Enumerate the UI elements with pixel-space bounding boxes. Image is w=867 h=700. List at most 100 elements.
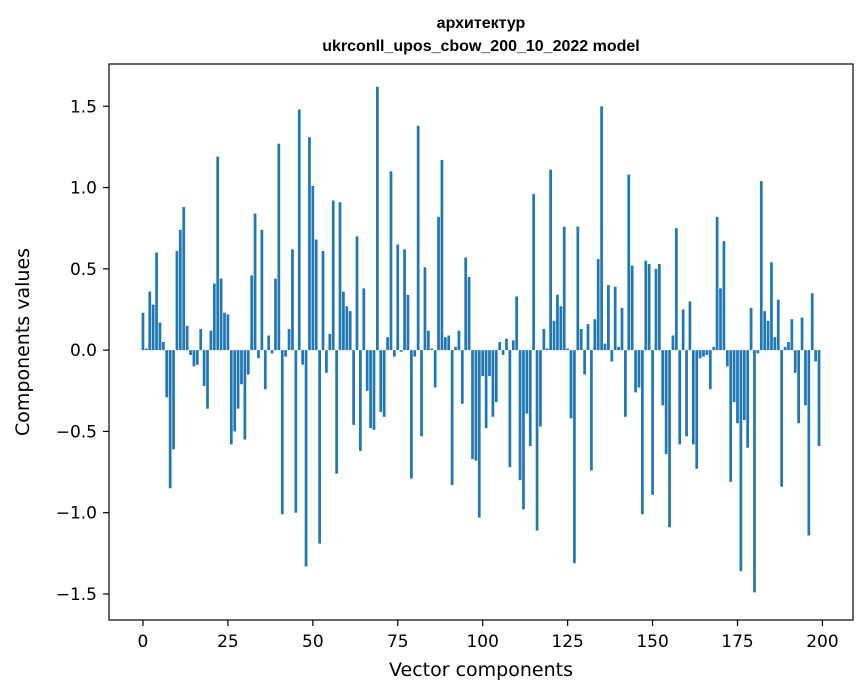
bar-179 [749, 307, 753, 351]
bar-163 [695, 350, 699, 469]
bar-15 [192, 350, 196, 367]
bar-156 [671, 335, 675, 351]
bar-180 [753, 350, 756, 593]
bar-132 [590, 350, 593, 471]
bar-131 [586, 324, 590, 351]
bar-53 [321, 250, 325, 351]
bar-46 [297, 109, 301, 351]
bar-31 [246, 350, 250, 375]
bar-78 [406, 294, 410, 351]
bar-100 [481, 350, 485, 377]
bar-28 [236, 350, 240, 409]
bar-157 [674, 228, 678, 351]
bar-76 [399, 350, 403, 352]
bar-65 [362, 288, 366, 351]
bar-68 [372, 350, 376, 430]
bar-144 [630, 265, 634, 351]
bar-88 [440, 159, 444, 351]
bar-166 [705, 350, 709, 356]
bar-145 [634, 350, 637, 393]
bar-147 [641, 350, 644, 515]
bar-72 [386, 337, 389, 351]
bar-128 [576, 226, 580, 351]
bar-24 [223, 312, 226, 351]
bar-176 [739, 350, 743, 572]
bar-43 [287, 328, 291, 351]
bar-7 [165, 350, 169, 398]
bar-149 [647, 263, 651, 351]
x-tick-label: 0 [138, 632, 149, 652]
bar-119 [545, 348, 549, 351]
y-tick-label: −1.5 [56, 585, 97, 605]
bar-167 [708, 350, 712, 390]
bar-18 [202, 350, 206, 386]
bar-58 [338, 202, 342, 351]
bar-114 [528, 350, 532, 447]
bar-107 [505, 338, 508, 351]
bar-94 [460, 350, 464, 404]
bar-165 [702, 350, 705, 357]
bar-143 [627, 174, 631, 351]
bar-0 [141, 312, 145, 351]
bar-188 [780, 350, 784, 487]
bar-52 [318, 350, 321, 544]
bar-17 [199, 328, 203, 351]
bar-35 [260, 229, 264, 351]
bar-20 [209, 330, 213, 351]
bar-162 [691, 350, 695, 445]
bar-77 [403, 249, 406, 351]
bar-139 [613, 286, 617, 351]
bar-63 [355, 236, 359, 351]
bar-60 [345, 306, 349, 351]
bar-98 [474, 350, 478, 461]
bar-151 [654, 268, 658, 351]
bar-74 [393, 350, 396, 357]
bar-109 [511, 340, 515, 351]
bar-196 [807, 350, 811, 536]
bar-12 [182, 207, 186, 351]
bar-161 [688, 301, 692, 351]
bar-175 [736, 350, 739, 424]
y-tick-label: 0.0 [70, 341, 97, 361]
bar-142 [624, 350, 627, 417]
bar-42 [284, 350, 288, 357]
bar-38 [270, 350, 274, 354]
bar-193 [797, 350, 800, 424]
bar-47 [301, 350, 304, 365]
bar-113 [525, 350, 529, 414]
bar-104 [494, 350, 498, 403]
bar-177 [742, 350, 746, 421]
bar-121 [552, 320, 556, 351]
bar-21 [212, 283, 216, 351]
bar-14 [189, 350, 192, 356]
x-tick-label: 25 [217, 632, 239, 652]
bar-185 [770, 262, 773, 351]
bar-87 [437, 216, 440, 351]
bar-108 [508, 350, 512, 468]
y-tick-label: 1.5 [70, 97, 97, 117]
bar-130 [583, 350, 586, 375]
y-tick-label: −0.5 [56, 422, 97, 442]
bar-141 [620, 307, 624, 351]
bar-187 [776, 299, 780, 351]
bar-189 [783, 346, 787, 351]
bar-67 [369, 350, 372, 429]
bar-75 [396, 244, 400, 351]
bar-116 [535, 350, 539, 531]
bar-55 [328, 333, 332, 351]
bar-105 [498, 342, 502, 351]
bar-85 [430, 348, 434, 351]
x-tick-label: 100 [466, 632, 498, 652]
bar-118 [542, 328, 546, 351]
bar-172 [725, 350, 729, 367]
bar-30 [243, 350, 247, 440]
bar-158 [678, 350, 682, 445]
bar-110 [515, 296, 519, 351]
bar-39 [274, 278, 277, 351]
bar-102 [488, 350, 491, 377]
x-tick-label: 125 [551, 632, 583, 652]
x-tick-label: 150 [636, 632, 668, 652]
bar-182 [759, 181, 763, 351]
y-tick-label: −1.0 [56, 504, 97, 524]
bar-13 [185, 325, 189, 351]
